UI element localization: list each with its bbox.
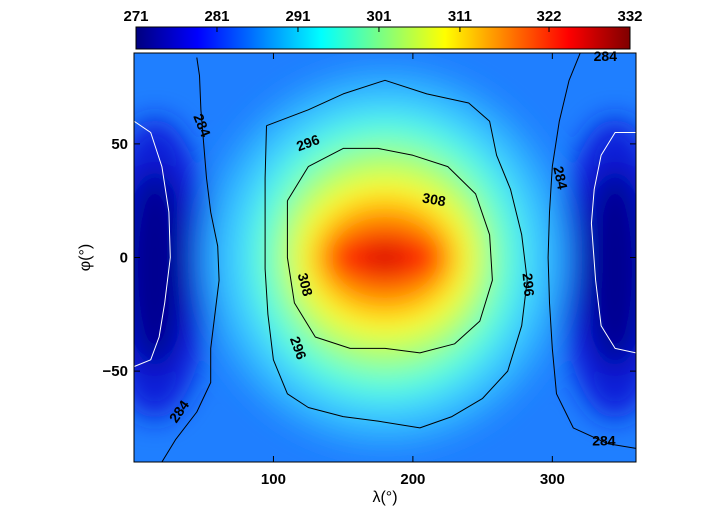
field-blend bbox=[134, 67, 636, 448]
contour-label: 308 bbox=[421, 190, 447, 210]
contour-label: 296 bbox=[520, 272, 538, 297]
hot-lobe bbox=[403, 239, 447, 276]
y-tick-label: −50 bbox=[103, 363, 128, 380]
y-tick-label: 0 bbox=[120, 250, 128, 267]
contour-line-308 bbox=[286, 147, 493, 354]
colorbar-tick-label: 291 bbox=[285, 8, 310, 25]
colorbar-tick-label: 301 bbox=[366, 8, 391, 25]
contour-label: 284 bbox=[594, 48, 618, 64]
colorbar-tick-label: 271 bbox=[123, 8, 148, 25]
cold-core bbox=[134, 168, 185, 369]
cold-core bbox=[585, 168, 636, 369]
x-tick-label: 100 bbox=[261, 471, 286, 488]
colorbar-tick-label: 332 bbox=[617, 8, 642, 25]
contour-label: 284 bbox=[550, 165, 571, 191]
hot-lobe bbox=[323, 239, 367, 276]
colorbar: 271 281 291 301 311 322 332 bbox=[123, 8, 643, 50]
contour-label: 284 bbox=[592, 432, 616, 448]
x-tick-label: 200 bbox=[400, 471, 425, 488]
x-axis: 100 200 300 bbox=[261, 53, 565, 488]
hot-region-band bbox=[360, 245, 410, 270]
contour-line-284 bbox=[161, 57, 220, 462]
colorbar-ticks: 271 281 291 301 311 322 332 bbox=[123, 8, 643, 32]
heatmap-field bbox=[134, 53, 636, 462]
colorbar-tick-label: 311 bbox=[448, 8, 472, 25]
x-axis-label: λ(°) bbox=[372, 489, 397, 506]
x-tick-label: 300 bbox=[540, 471, 565, 488]
y-axis-label: φ(°) bbox=[77, 244, 94, 271]
y-axis: 50 0 −50 bbox=[103, 136, 636, 380]
y-tick-label: 50 bbox=[111, 136, 128, 153]
colorbar-tick-label: 322 bbox=[537, 8, 562, 25]
contour-lines bbox=[134, 53, 636, 462]
contour-label: 296 bbox=[287, 334, 310, 362]
contour-label: 296 bbox=[294, 131, 322, 154]
contour-line-296 bbox=[264, 79, 528, 429]
contour-label: 308 bbox=[295, 271, 317, 298]
contour-line-284 bbox=[547, 53, 636, 449]
contour-line-276 bbox=[134, 120, 171, 368]
colorbar-gradient bbox=[135, 26, 631, 50]
heatmap-field-layers bbox=[134, 53, 636, 462]
contour-line-276 bbox=[590, 132, 636, 354]
colorbar-tick-label: 281 bbox=[204, 8, 229, 25]
